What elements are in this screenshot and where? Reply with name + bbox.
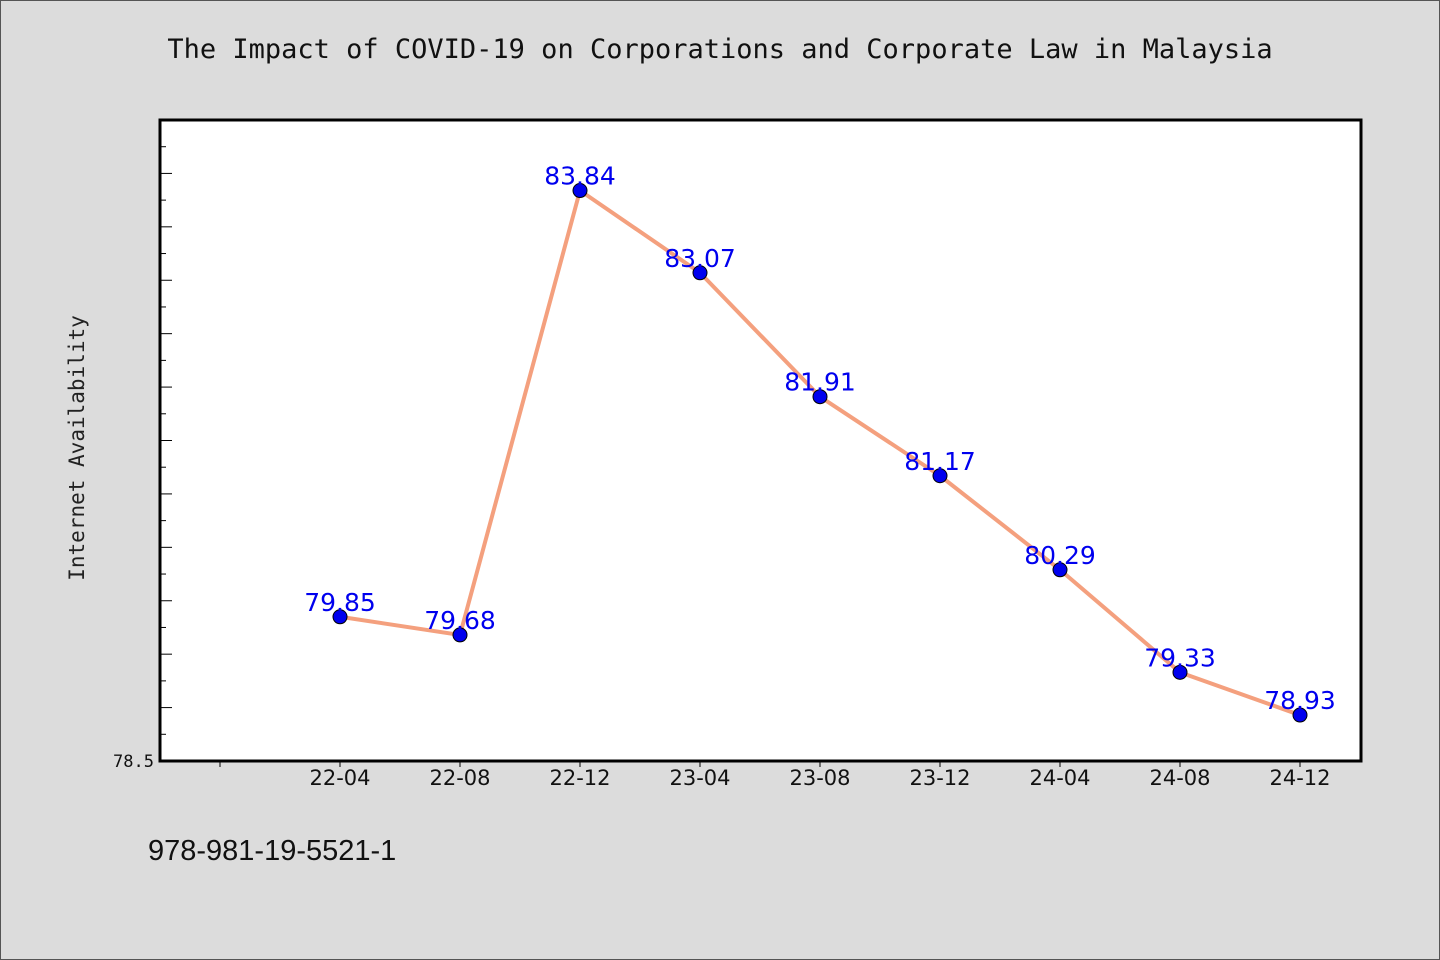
data-label: 83.84 [544,162,616,191]
x-tick-label: 23-04 [669,766,730,790]
data-label: 79.33 [1144,643,1216,672]
x-tick-label: 22-12 [549,766,610,790]
data-label: 80.29 [1024,541,1096,570]
data-point [1052,562,1068,578]
data-point [452,627,468,643]
x-tick-label: 24-12 [1269,766,1330,790]
data-label: 81.91 [784,368,856,397]
x-tick-label: 24-04 [1029,766,1090,790]
data-point [932,468,948,484]
x-tick-label: 24-08 [1149,766,1210,790]
x-tick-label: 22-08 [429,766,490,790]
data-point [692,265,708,281]
data-label: 79.68 [424,606,496,635]
data-point [1292,707,1308,723]
data-point [1172,664,1188,680]
x-tick-label: 22-04 [309,766,370,790]
data-label: 79.85 [304,588,376,617]
data-point [812,389,828,405]
chart-title: The Impact of COVID-19 on Corporations a… [167,34,1273,65]
x-tick-label: 23-12 [909,766,970,790]
x-tick-label: 23-08 [789,766,850,790]
data-label: 83.07 [664,244,736,273]
data-point [332,609,348,625]
data-label: 81.17 [904,447,976,476]
isbn-footnote: 978-981-19-5521-1 [148,835,397,867]
data-point [572,183,588,199]
data-label: 78.93 [1264,686,1336,715]
y-tick-label: 78.5 [113,752,154,772]
